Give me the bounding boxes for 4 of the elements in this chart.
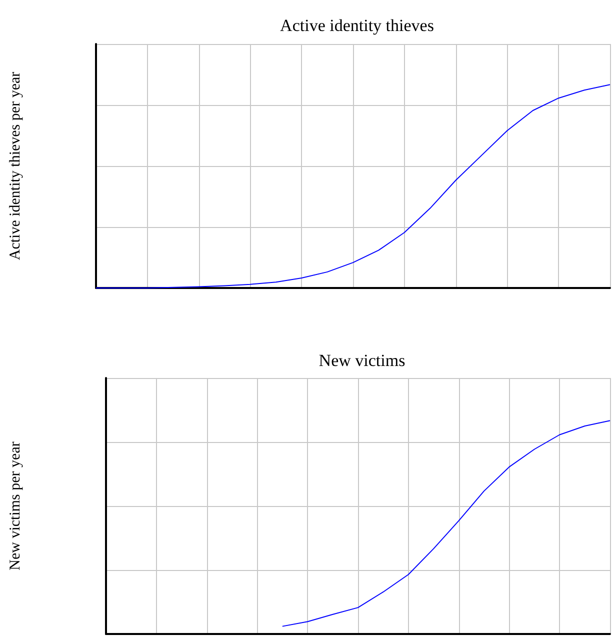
chart-title: Active identity thieves xyxy=(280,16,434,35)
y-axis-title: Active identity thieves per year xyxy=(8,72,24,260)
chart-title: New victims xyxy=(318,351,406,370)
y-axis-title: New victims per year xyxy=(8,442,24,570)
